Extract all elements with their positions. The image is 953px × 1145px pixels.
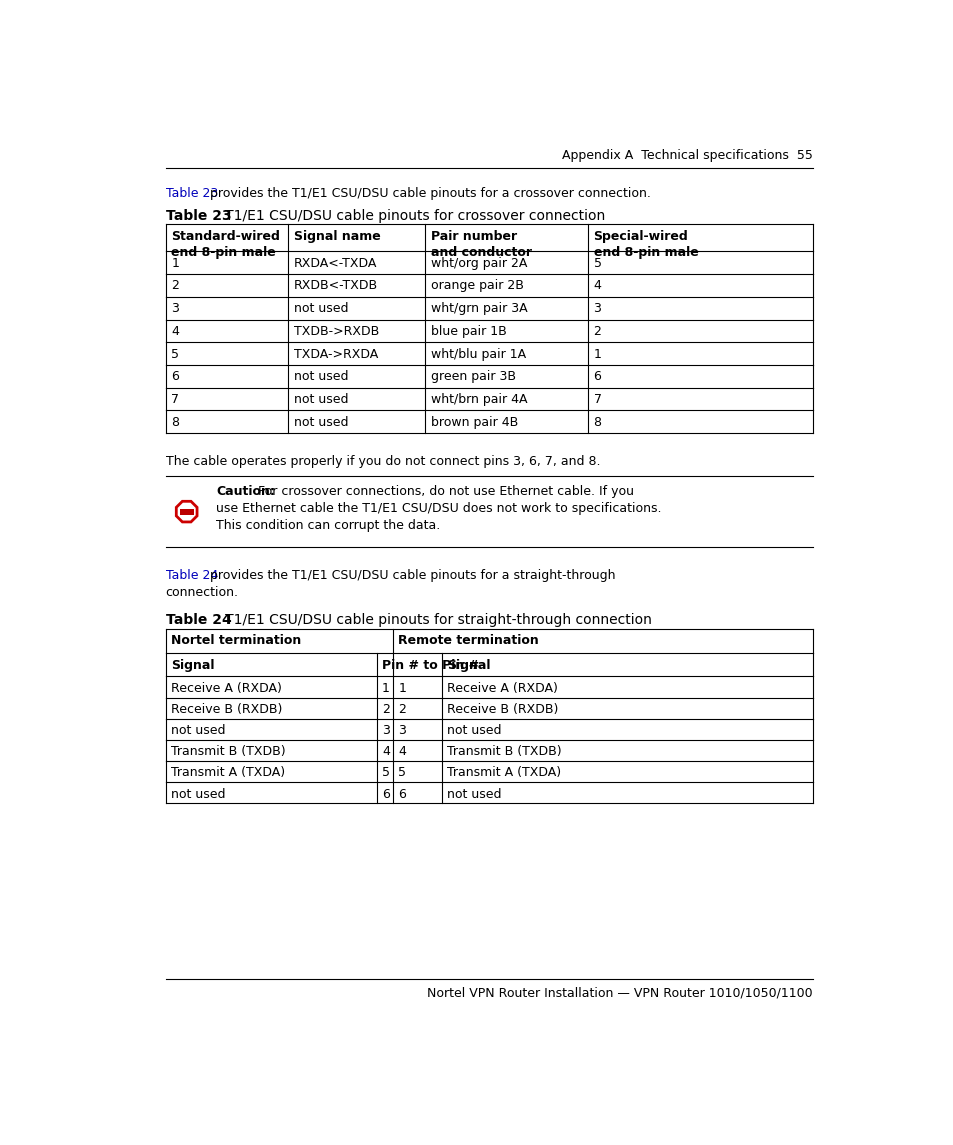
Text: Pair number
and conductor: Pair number and conductor [431, 230, 531, 259]
Text: not used: not used [447, 788, 501, 800]
Text: Table 23: Table 23 [166, 210, 232, 223]
Text: 7: 7 [171, 393, 179, 406]
Text: wht/blu pair 1A: wht/blu pair 1A [431, 348, 525, 361]
Bar [179, 508, 193, 515]
Text: green pair 3B: green pair 3B [431, 370, 516, 384]
Text: 2: 2 [397, 703, 406, 716]
Text: T1/E1 CSU/DSU cable pinouts for straight-through connection: T1/E1 CSU/DSU cable pinouts for straight… [212, 614, 652, 627]
Text: blue pair 1B: blue pair 1B [431, 325, 506, 338]
Text: Appendix A  Technical specifications  55: Appendix A Technical specifications 55 [561, 149, 812, 163]
Text: wht/brn pair 4A: wht/brn pair 4A [431, 393, 527, 406]
Text: T1/E1 CSU/DSU cable pinouts for crossover connection: T1/E1 CSU/DSU cable pinouts for crossove… [212, 210, 605, 223]
Text: 5: 5 [593, 256, 601, 270]
Text: not used: not used [294, 370, 348, 384]
Text: Signal: Signal [447, 658, 490, 672]
Text: Transmit B (TXDB): Transmit B (TXDB) [447, 745, 561, 758]
Polygon shape [176, 502, 197, 522]
Text: Caution:: Caution: [216, 485, 274, 498]
Text: Receive B (RXDB): Receive B (RXDB) [171, 703, 282, 716]
Text: RXDB<-TXDB: RXDB<-TXDB [294, 279, 377, 292]
Text: provides the T1/E1 CSU/DSU cable pinouts for a straight-through: provides the T1/E1 CSU/DSU cable pinouts… [206, 569, 615, 582]
Text: Table 23: Table 23 [166, 188, 218, 200]
Text: orange pair 2B: orange pair 2B [431, 279, 523, 292]
Text: TXDB->RXDB: TXDB->RXDB [294, 325, 378, 338]
Text: 1: 1 [593, 348, 600, 361]
Text: 6: 6 [397, 788, 406, 800]
Text: 3: 3 [397, 724, 406, 737]
Text: brown pair 4B: brown pair 4B [431, 416, 517, 428]
Text: Nortel termination: Nortel termination [171, 634, 301, 647]
Text: The cable operates properly if you do not connect pins 3, 6, 7, and 8.: The cable operates properly if you do no… [166, 455, 599, 467]
Text: 2: 2 [593, 325, 600, 338]
Text: 6: 6 [171, 370, 179, 384]
Text: 8: 8 [593, 416, 601, 428]
Text: 1: 1 [397, 681, 406, 695]
Text: not used: not used [171, 788, 226, 800]
Text: 3: 3 [381, 724, 390, 737]
Text: Signal: Signal [171, 658, 214, 672]
Text: TXDA->RXDA: TXDA->RXDA [294, 348, 377, 361]
Text: 4: 4 [381, 745, 390, 758]
Text: Special-wired
end 8-pin male: Special-wired end 8-pin male [593, 230, 698, 259]
Text: provides the T1/E1 CSU/DSU cable pinouts for a crossover connection.: provides the T1/E1 CSU/DSU cable pinouts… [206, 188, 650, 200]
Text: not used: not used [294, 302, 348, 315]
Text: RXDA<-TXDA: RXDA<-TXDA [294, 256, 376, 270]
Text: wht/grn pair 3A: wht/grn pair 3A [431, 302, 527, 315]
Text: wht/org pair 2A: wht/org pair 2A [431, 256, 527, 270]
Text: 5: 5 [381, 766, 390, 780]
Text: 4: 4 [171, 325, 179, 338]
Text: 7: 7 [593, 393, 601, 406]
Text: connection.: connection. [166, 585, 238, 599]
Text: Receive A (RXDA): Receive A (RXDA) [447, 681, 558, 695]
Text: 5: 5 [397, 766, 406, 780]
Text: For crossover connections, do not use Ethernet cable. If you: For crossover connections, do not use Et… [253, 485, 634, 498]
Text: 5: 5 [171, 348, 179, 361]
Text: Pin # to Pin #: Pin # to Pin # [381, 658, 478, 672]
Text: not used: not used [294, 416, 348, 428]
Text: not used: not used [171, 724, 226, 737]
Text: 2: 2 [171, 279, 179, 292]
Text: 2: 2 [381, 703, 390, 716]
Text: Standard-wired
end 8-pin male: Standard-wired end 8-pin male [171, 230, 280, 259]
Text: 6: 6 [381, 788, 390, 800]
Text: 6: 6 [593, 370, 600, 384]
Text: 3: 3 [171, 302, 179, 315]
Text: Transmit B (TXDB): Transmit B (TXDB) [171, 745, 286, 758]
Text: not used: not used [294, 393, 348, 406]
Text: This condition can corrupt the data.: This condition can corrupt the data. [216, 519, 440, 531]
Text: Remote termination: Remote termination [397, 634, 538, 647]
Text: Table 24: Table 24 [166, 569, 218, 582]
Text: 4: 4 [397, 745, 406, 758]
Text: 8: 8 [171, 416, 179, 428]
Text: not used: not used [447, 724, 501, 737]
Text: Signal name: Signal name [294, 230, 380, 243]
Text: 3: 3 [593, 302, 600, 315]
Text: 1: 1 [171, 256, 179, 270]
Text: 1: 1 [381, 681, 390, 695]
Text: Receive B (RXDB): Receive B (RXDB) [447, 703, 558, 716]
Text: Receive A (RXDA): Receive A (RXDA) [171, 681, 282, 695]
Text: Table 24: Table 24 [166, 614, 232, 627]
Text: Nortel VPN Router Installation — VPN Router 1010/1050/1100: Nortel VPN Router Installation — VPN Rou… [427, 987, 812, 1000]
Text: use Ethernet cable the T1/E1 CSU/DSU does not work to specifications.: use Ethernet cable the T1/E1 CSU/DSU doe… [216, 502, 661, 515]
Text: 4: 4 [593, 279, 600, 292]
Text: Transmit A (TXDA): Transmit A (TXDA) [447, 766, 560, 780]
Text: Transmit A (TXDA): Transmit A (TXDA) [171, 766, 285, 780]
